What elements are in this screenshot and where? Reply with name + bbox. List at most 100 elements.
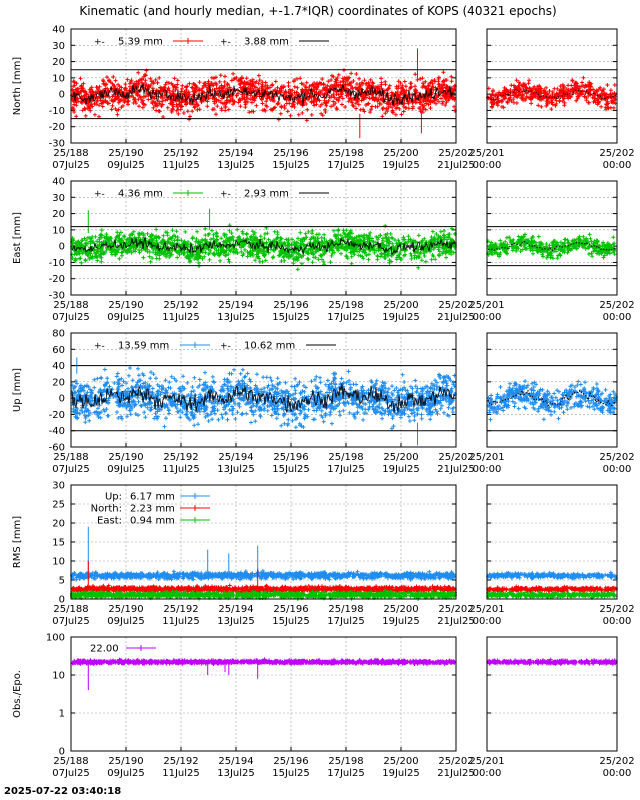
rms-legend-value: 2.23 mm xyxy=(130,504,175,515)
zoom-rms-east-points xyxy=(486,589,617,600)
main-rms-xtick-date: 17Jul25 xyxy=(327,616,365,627)
main-north-xtick-date: 07Jul25 xyxy=(52,160,90,171)
main-rms-xtick-date: 15Jul25 xyxy=(272,616,310,627)
main-rms-xtick-label: 25/196 xyxy=(273,604,308,615)
zoom-rms-xtick-label: 25/202 xyxy=(599,604,634,615)
main-obs-xtick-label: 25/196 xyxy=(273,756,308,767)
main-up-xtick-label: 25/188 xyxy=(53,452,88,463)
main-rms-xtick-label: 25/194 xyxy=(218,604,253,615)
main-up-xtick-label: 25/194 xyxy=(218,452,253,463)
timestamp: 2025-07-22 03:40:18 xyxy=(4,786,122,797)
north-legend-entry: +- 3.88 mm xyxy=(220,37,329,48)
zoom-obs-points xyxy=(486,657,618,667)
north-legend-marker: +- xyxy=(220,38,231,48)
main-obs-xtick-date: 07Jul25 xyxy=(52,768,90,779)
zoom-north-median xyxy=(487,87,617,101)
main-north-xtick-date: 09Jul25 xyxy=(107,160,145,171)
main-north-xtick-label: 25/196 xyxy=(273,148,308,159)
zoom-east-xtick-date: 00:00 xyxy=(603,312,632,323)
east-legend-entry: +- 2.93 mm xyxy=(220,189,329,200)
zoom-obs-xtick-label: 25/202 xyxy=(599,756,634,767)
up-legend-entry: +- 10.62 mm xyxy=(220,341,336,352)
zoom-east-xtick-label: 25/201 xyxy=(469,300,504,311)
main-obs-xtick-label: 25/198 xyxy=(328,756,363,767)
main-east-ytick-label: -20 xyxy=(49,274,65,285)
panel-north-legend: +- 5.39 mm +- 3.88 mm xyxy=(94,37,329,48)
zoom-up-points xyxy=(486,379,618,422)
zoom-north-frame xyxy=(486,28,618,144)
panel-rms: RMS [mm]05101520253025/18807Jul2525/1900… xyxy=(12,481,635,628)
main-obs-ytick-label: 10 xyxy=(52,671,65,682)
main-east-xtick-label: 25/188 xyxy=(53,300,88,311)
main-east-xtick-label: 25/196 xyxy=(273,300,308,311)
main-east-median xyxy=(71,237,456,256)
main-rms-ytick-label: 10 xyxy=(52,557,65,568)
rms-legend-name: Up: xyxy=(105,492,122,503)
obs-legend-cross xyxy=(139,645,143,651)
rms-legend-entry: Up: 6.17 mm xyxy=(105,492,210,503)
main-up-xtick-date: 17Jul25 xyxy=(327,464,365,475)
zoom-obs-xtick-date: 00:00 xyxy=(473,768,502,779)
main-up-xtick-date: 13Jul25 xyxy=(217,464,255,475)
rms-legend-cross xyxy=(193,493,197,499)
main-east-xtick-label: 25/202 xyxy=(438,300,473,311)
zoom-north-xtick-date: 00:00 xyxy=(473,160,502,171)
panel-east: East [mm] -30 -20 -10 0 10 20 30 40 25/18807Jul25… xyxy=(12,177,635,324)
main-north-xtick-date: 11Jul25 xyxy=(162,160,200,171)
panel-obs-ylabel: Obs./Epo. xyxy=(12,670,23,718)
main-up-xtick-date: 09Jul25 xyxy=(107,464,145,475)
main-east-ytick-label: 10 xyxy=(52,225,65,236)
main-rms-up-points xyxy=(70,526,457,582)
panel-rms-legend: Up: 6.17 mm North: 2.23 mm East: 0.94 mm xyxy=(91,492,210,527)
north-legend-entry: +- 5.39 mm xyxy=(94,37,203,48)
main-east-ytick-label: 20 xyxy=(52,209,65,220)
main-obs-xtick-label: 25/192 xyxy=(163,756,198,767)
main-north-ytick-label: -10 xyxy=(49,106,65,117)
main-up-ytick-label: 60 xyxy=(52,345,65,356)
panel-east-ylabel: East [mm] xyxy=(12,212,23,264)
main-rms-east-points xyxy=(70,588,457,601)
main-north-xtick-date: 15Jul25 xyxy=(272,160,310,171)
main-obs-xtick-label: 25/188 xyxy=(53,756,88,767)
north-legend-cross xyxy=(186,38,190,44)
main-east-xtick-date: 17Jul25 xyxy=(327,312,365,323)
main-north-xtick-date: 13Jul25 xyxy=(217,160,255,171)
main-north-median xyxy=(71,83,456,106)
main-east-xtick-date: 11Jul25 xyxy=(162,312,200,323)
zoom-up-median xyxy=(487,389,617,407)
main-up-xtick-label: 25/202 xyxy=(438,452,473,463)
zoom-north-xtick-date: 00:00 xyxy=(603,160,632,171)
main-east-xtick-date: 21Jul25 xyxy=(437,312,475,323)
main-north-xtick-label: 25/200 xyxy=(383,148,418,159)
main-north-xtick-label: 25/188 xyxy=(53,148,88,159)
main-obs-points xyxy=(70,657,457,691)
main-north-xtick-label: 25/192 xyxy=(163,148,198,159)
main-rms-xtick-label: 25/190 xyxy=(108,604,143,615)
main-up-xtick-label: 25/200 xyxy=(383,452,418,463)
main-east-xtick-date: 13Jul25 xyxy=(217,312,255,323)
up-legend-marker: +- xyxy=(220,342,231,352)
main-rms-xtick-date: 09Jul25 xyxy=(107,616,145,627)
main-up-ytick-label: 0 xyxy=(59,394,65,405)
main-north-points xyxy=(70,48,457,139)
main-rms-xtick-label: 25/192 xyxy=(163,604,198,615)
main-north-ytick-label: 40 xyxy=(52,25,65,36)
main-north-frame xyxy=(70,28,457,144)
main-north-xtick-date: 21Jul25 xyxy=(437,160,475,171)
east-legend-label: 4.36 mm xyxy=(118,189,163,200)
main-up-xtick-label: 25/192 xyxy=(163,452,198,463)
main-up-ytick-label: 80 xyxy=(52,329,65,340)
main-rms-frame xyxy=(70,484,457,600)
main-east-xtick-label: 25/192 xyxy=(163,300,198,311)
zoom-east-xtick-date: 00:00 xyxy=(473,312,502,323)
main-east-points xyxy=(70,208,457,272)
zoom-rms-north-points xyxy=(486,584,618,594)
main-north-ytick-label: 10 xyxy=(52,73,65,84)
panel-east-legend: +- 4.36 mm +- 2.93 mm xyxy=(94,189,329,200)
main-rms-xtick-date: 19Jul25 xyxy=(382,616,420,627)
panel-obs-legend: 22.00 xyxy=(90,644,156,655)
main-north-xtick-label: 25/194 xyxy=(218,148,253,159)
main-east-ytick-label: 30 xyxy=(52,193,65,204)
main-obs-xtick-date: 13Jul25 xyxy=(217,768,255,779)
